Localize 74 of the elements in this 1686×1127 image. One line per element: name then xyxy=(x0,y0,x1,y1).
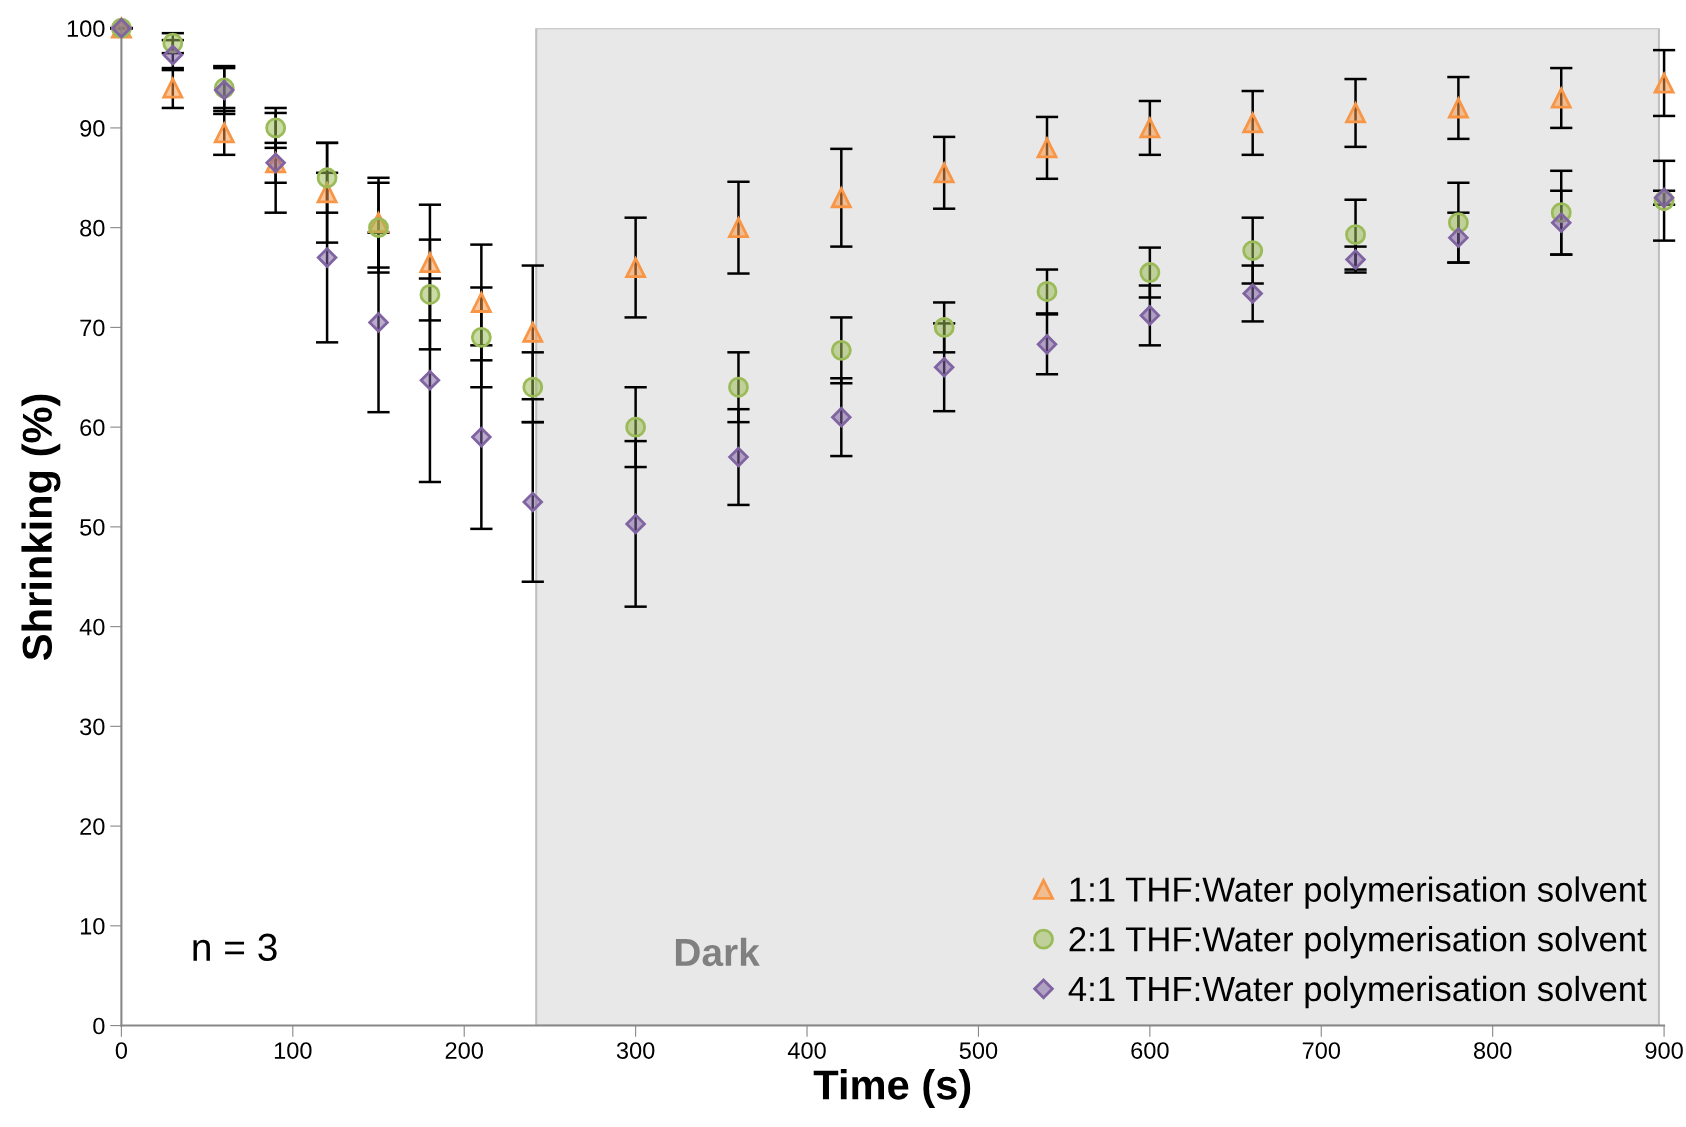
y-tick-label: 40 xyxy=(79,618,105,636)
point xyxy=(933,357,955,378)
point xyxy=(1344,100,1367,124)
y-axis-title: Shrinking (%) xyxy=(21,394,61,660)
point xyxy=(831,406,852,428)
point xyxy=(830,339,852,361)
point xyxy=(1242,240,1264,262)
point xyxy=(728,446,749,468)
point xyxy=(1447,95,1470,119)
point xyxy=(625,257,647,278)
y-tick-label: 60 xyxy=(80,419,105,436)
point xyxy=(1653,72,1675,94)
y-tick-label: 20 xyxy=(80,818,105,835)
point xyxy=(368,217,389,239)
point xyxy=(728,376,749,398)
point xyxy=(522,376,544,398)
point xyxy=(1447,212,1469,234)
point xyxy=(933,316,955,338)
y-tick-label: 80 xyxy=(80,219,105,237)
point xyxy=(470,292,492,313)
point xyxy=(1550,85,1573,109)
point xyxy=(368,312,389,333)
point xyxy=(728,217,749,239)
point xyxy=(830,187,852,209)
point xyxy=(1036,334,1058,355)
point xyxy=(1139,305,1161,326)
y-tick-label: 30 xyxy=(80,718,105,736)
point xyxy=(265,117,287,139)
point xyxy=(1241,110,1264,134)
point xyxy=(522,491,544,513)
point xyxy=(1448,227,1469,248)
point xyxy=(162,77,184,99)
band-label: Dark xyxy=(675,937,760,967)
legend-label: 4:1 THF:Water polymerisation solvent xyxy=(1068,975,1647,1009)
x-tick-label: 100 xyxy=(274,1042,312,1059)
x-tick-label: 700 xyxy=(1302,1042,1341,1059)
point xyxy=(316,247,338,268)
x-tick-label: 400 xyxy=(787,1042,826,1059)
point xyxy=(419,370,441,391)
point xyxy=(471,426,492,448)
point xyxy=(1139,117,1161,139)
point xyxy=(1242,283,1263,304)
x-tick-label: 500 xyxy=(959,1042,998,1059)
annotation: n = 3 xyxy=(193,933,277,962)
y-tick-label: 70 xyxy=(80,319,105,337)
x-tick-label: 0 xyxy=(115,1042,128,1059)
x-tick-label: 300 xyxy=(616,1042,655,1059)
y-tick-label: 10 xyxy=(80,917,105,935)
point xyxy=(213,122,235,144)
y-tick-label: 100 xyxy=(67,20,105,37)
legend-label: 1:1 THF:Water polymerisation solvent xyxy=(1070,876,1647,909)
point xyxy=(470,326,492,348)
x-axis-title: Time (s) xyxy=(813,1069,971,1108)
point xyxy=(1036,281,1058,302)
x-tick-label: 200 xyxy=(445,1042,483,1059)
y-tick-label: 0 xyxy=(93,1017,105,1035)
x-tick-label: 900 xyxy=(1645,1042,1683,1059)
point xyxy=(419,252,441,273)
x-tick-label: 800 xyxy=(1474,1042,1512,1059)
point xyxy=(625,416,647,438)
point xyxy=(522,321,544,343)
x-tick-label: 600 xyxy=(1131,1042,1169,1059)
point xyxy=(625,513,646,535)
legend-label: 2:1 THF:Water polymerisation solvent xyxy=(1069,926,1647,959)
y-tick-label: 90 xyxy=(80,119,105,137)
point xyxy=(1345,224,1366,246)
y-tick-label: 50 xyxy=(80,518,105,536)
point xyxy=(1139,262,1161,283)
point xyxy=(316,167,338,189)
point xyxy=(162,44,184,66)
point xyxy=(1551,212,1572,233)
point xyxy=(933,162,955,184)
point xyxy=(419,284,441,305)
point xyxy=(1036,137,1058,159)
